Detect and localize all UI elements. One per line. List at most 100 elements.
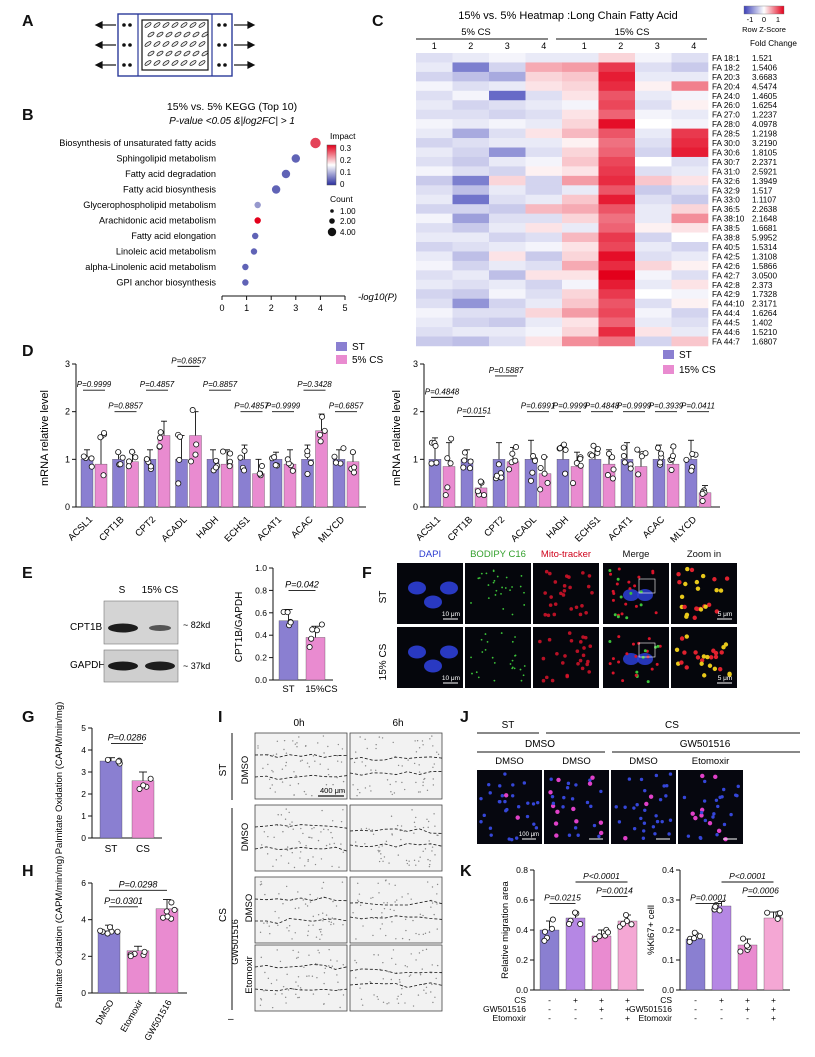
merge-dot [616, 577, 620, 581]
zoom-dot [694, 579, 700, 585]
cell-speck [259, 1004, 262, 1006]
panel-h-ylabel: Palmitate Oxidation (CAPM/min/mg) [54, 856, 65, 1009]
cell-speck [408, 939, 411, 941]
fold-change-value: 1.517 [752, 186, 773, 195]
nucleus-dot [487, 782, 491, 787]
data-point [304, 448, 311, 455]
cell-speck [277, 814, 279, 816]
cell-speck [428, 865, 431, 868]
cell-speck [320, 858, 323, 860]
legend-st: ST [352, 342, 365, 353]
scale-label: 100 μm [519, 832, 539, 838]
cell-speck [260, 881, 262, 883]
mito-dot [563, 654, 567, 658]
y-tick-label: 3 [81, 767, 86, 777]
cell-shape [147, 31, 155, 38]
column-label: 2 [618, 41, 623, 51]
cell-speck [396, 824, 399, 827]
heat-cell [452, 270, 490, 281]
cell-speck [285, 885, 288, 888]
x-tick-label: 2 [269, 303, 274, 313]
fatty-acid-label: FA 27:0 [712, 111, 740, 120]
heat-cell [562, 194, 599, 205]
cell-shape [180, 60, 188, 66]
cell-speck [431, 735, 433, 737]
cell-speck [419, 791, 421, 793]
heat-cell [452, 308, 490, 318]
p-value-label: P=0.042 [285, 579, 319, 589]
heat-cell [452, 62, 490, 73]
heat-cell [562, 298, 599, 309]
lipid-dot [470, 656, 472, 659]
cell-speck [392, 741, 394, 744]
cell-shape [189, 41, 197, 47]
cell-speck [309, 836, 311, 839]
nucleus-dot [716, 804, 720, 809]
cell-speck [372, 833, 375, 835]
p-value-label: P=0.9999 [77, 380, 112, 389]
fold-change-value: 1.3949 [752, 177, 777, 186]
lipid-dot [523, 604, 526, 606]
p-value-label: P<0.0001 [583, 871, 620, 881]
fold-change-value: 1.6254 [752, 101, 777, 110]
nucleus-dot [642, 829, 646, 833]
nucleus-dot [654, 773, 659, 778]
nucleus-dot [599, 789, 603, 794]
cell-speck [271, 784, 273, 786]
heat-cell [671, 223, 709, 233]
cell-speck [292, 949, 294, 952]
heat-cell [452, 204, 490, 214]
cell-speck [299, 987, 302, 989]
column-label: 1 [432, 41, 437, 51]
merge-dot [639, 590, 643, 594]
zoom-dot [682, 604, 687, 610]
scale-label: 10 μm [442, 611, 460, 618]
nucleus-dot [510, 794, 515, 798]
heat-cell [598, 119, 636, 129]
cell-speck [405, 859, 408, 862]
cell-speck [381, 923, 383, 925]
fold-change-value: 1.8105 [752, 148, 777, 157]
panel-b-xlabel: -log10(P) [358, 292, 397, 303]
heat-cell [416, 308, 453, 318]
treatment-label: DMSO [495, 756, 524, 767]
cell-speck [419, 974, 422, 976]
zoom-dot [684, 634, 689, 639]
heat-cell [489, 251, 526, 262]
lipid-dot [491, 656, 494, 659]
nucleus-dot [682, 795, 687, 800]
panel-b-kegg: 15% vs. 5% KEGG (Top 10) P-value <0.05 &… [59, 101, 397, 313]
mito-dot [581, 653, 586, 658]
data-point [744, 942, 751, 949]
data-point [588, 452, 595, 459]
heat-cell [416, 270, 453, 281]
nucleus-dot [597, 834, 601, 839]
timepoint-0h: 0h [293, 718, 304, 729]
nucleus-dot [561, 805, 565, 809]
data-point [634, 446, 641, 453]
p-value-label: P=0.6857 [171, 356, 206, 365]
data-point [428, 460, 435, 467]
cell-speck [327, 768, 329, 771]
cell-shape [165, 31, 173, 38]
micrograph-tile [533, 563, 599, 624]
heat-cell [671, 336, 709, 347]
micrograph-tile [465, 627, 531, 688]
cell-speck [381, 912, 383, 914]
heat-cell [562, 270, 599, 281]
cell-speck [357, 899, 359, 901]
cell-shape [198, 60, 206, 66]
lipid-dot [493, 662, 496, 664]
x-tick-label: 0 [219, 303, 224, 313]
cell-speck [331, 917, 334, 919]
data-point [143, 456, 150, 463]
data-point [316, 431, 323, 438]
cell-speck [315, 936, 318, 938]
data-point [460, 464, 467, 471]
cell-speck [412, 919, 414, 922]
fold-change-value: 1.6681 [752, 224, 777, 233]
size-marker: ~ 82kd [183, 620, 210, 630]
cell-speck [294, 743, 297, 745]
data-point [621, 459, 628, 466]
merge-dot [608, 569, 612, 573]
